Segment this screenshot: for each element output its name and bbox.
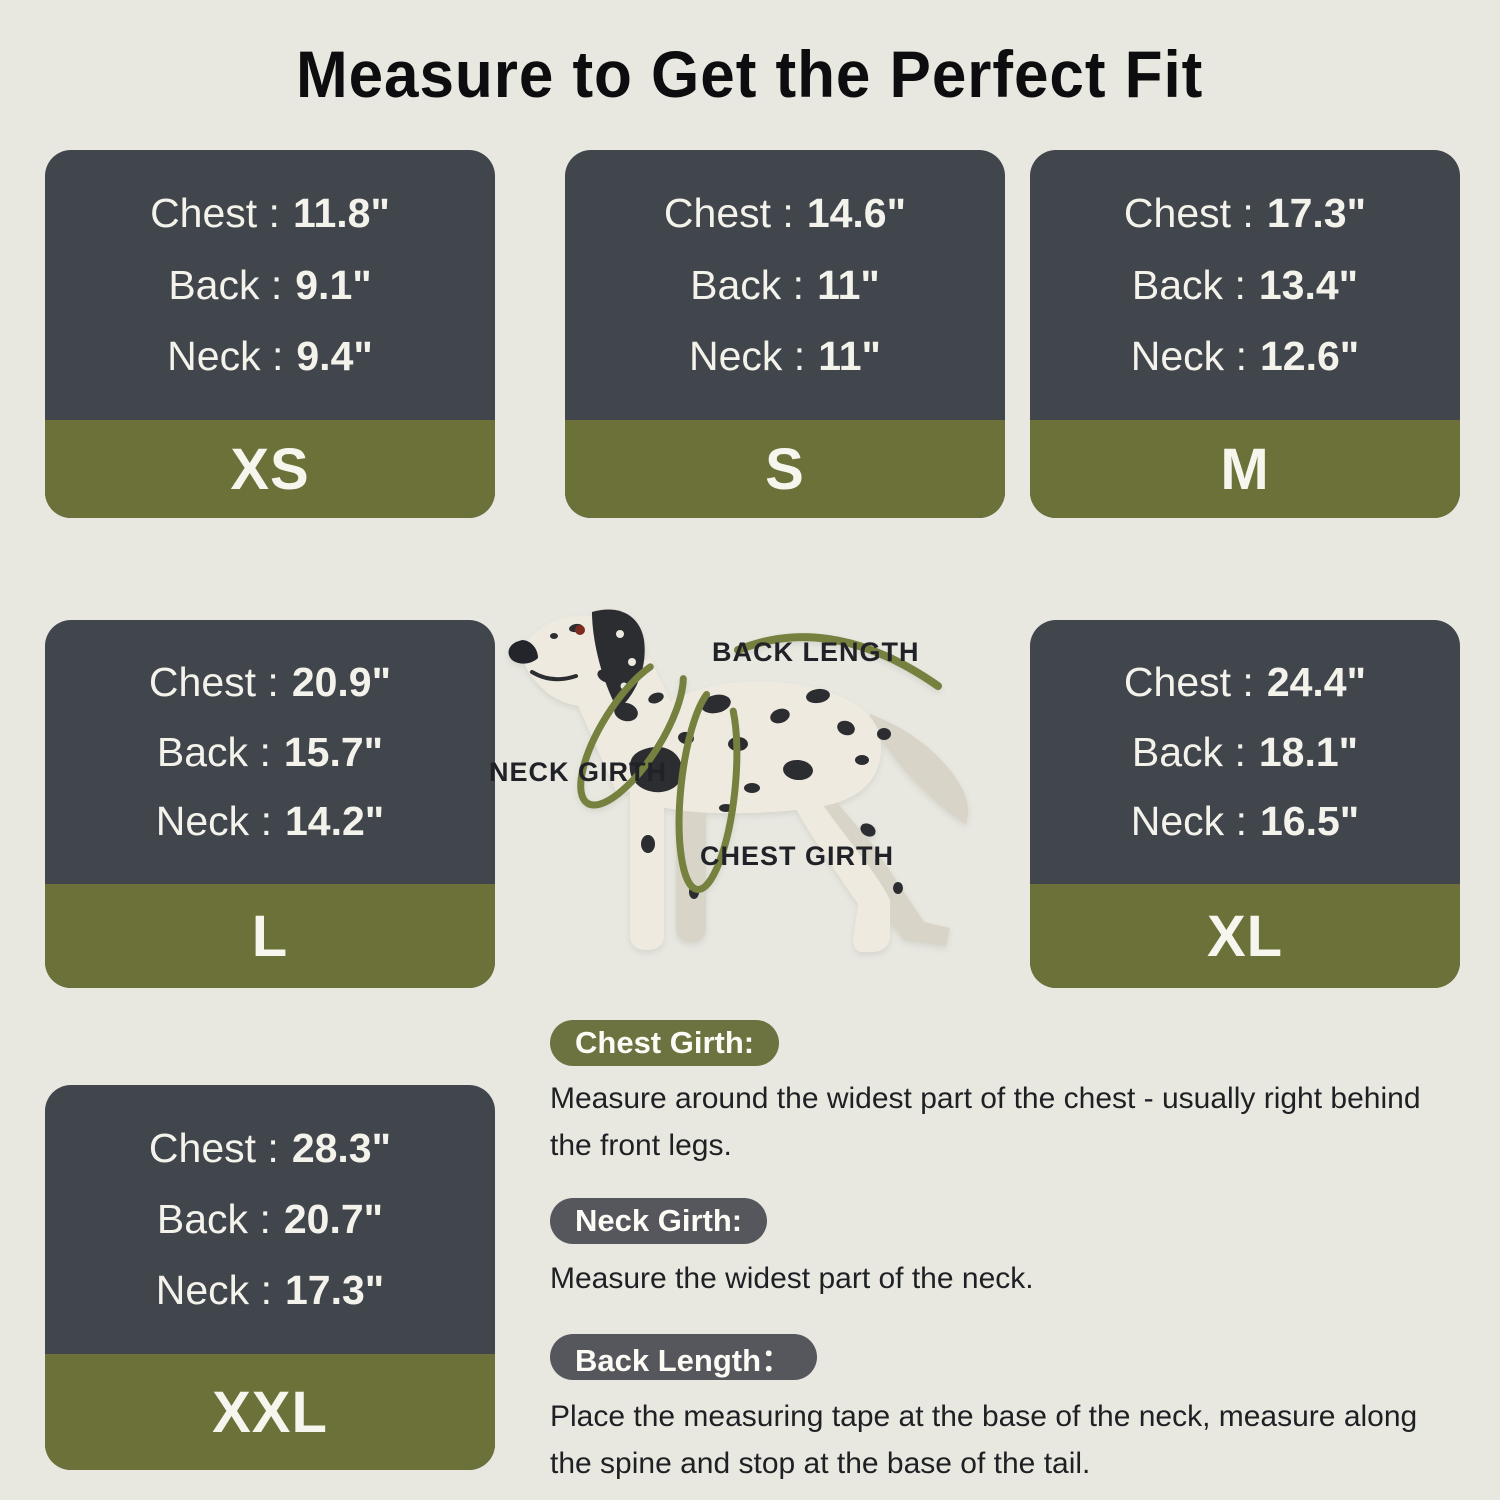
- measurement-row: Back : 15.7": [157, 729, 383, 776]
- measurement-label: Back :: [156, 1196, 271, 1242]
- measurement-label: Neck :: [155, 1267, 272, 1313]
- measurement-label: Back :: [1131, 728, 1246, 775]
- measurement-row: Back : 18.1": [1132, 729, 1358, 776]
- measurement-label: Chest :: [1123, 190, 1254, 237]
- measurement-value: 20.7": [283, 1196, 384, 1242]
- measurement-label: Back :: [690, 261, 805, 308]
- measurement-row: Chest : 11.8": [150, 190, 390, 237]
- measurement-row: Neck : 11": [689, 333, 881, 380]
- size-label-xs: XS: [45, 420, 495, 518]
- size-label-s: S: [565, 420, 1005, 518]
- measurement-row: Back : 20.7": [157, 1196, 383, 1243]
- size-card-m-measurements: Chest : 17.3" Back : 13.4" Neck : 12.6": [1030, 150, 1460, 420]
- measurement-value: 13.4": [1258, 261, 1359, 308]
- back-length-heading-pill: Back Length：: [550, 1334, 818, 1380]
- size-card-s: Chest : 14.6" Back : 11" Neck : 11" S: [565, 150, 1005, 518]
- dog-shaded-parts: [676, 714, 969, 946]
- measurement-label: Back :: [1131, 261, 1246, 308]
- size-label-l: L: [45, 884, 495, 988]
- size-label-xxl: XXL: [45, 1354, 495, 1470]
- back-length-diagram-label: BACK LENGTH: [712, 637, 920, 667]
- measurement-value: 18.1": [1258, 728, 1359, 775]
- size-card-xl-measurements: Chest : 24.4" Back : 18.1" Neck : 16.5": [1030, 620, 1460, 884]
- measurement-label: Neck :: [167, 332, 284, 379]
- size-card-s-measurements: Chest : 14.6" Back : 11" Neck : 11": [565, 150, 1005, 420]
- measurement-row: Back : 11": [690, 262, 880, 309]
- dog-mouth: [530, 670, 578, 682]
- measurement-label: Neck :: [689, 332, 806, 379]
- measurement-value: 15.7": [283, 728, 384, 775]
- neck-girth-line: [577, 655, 687, 809]
- measurement-value: 28.3": [291, 1125, 392, 1171]
- measurement-value: 16.5": [1259, 798, 1360, 845]
- size-label-m: M: [1030, 420, 1460, 518]
- size-label-xl: XL: [1030, 884, 1460, 988]
- measurement-value: 14.2": [284, 798, 385, 845]
- measurement-label: Chest :: [1123, 658, 1254, 705]
- size-card-xl: Chest : 24.4" Back : 18.1" Neck : 16.5" …: [1030, 620, 1460, 988]
- measurement-row: Chest : 17.3": [1124, 190, 1366, 237]
- neck-girth-description: Measure the widest part of the neck.: [550, 1262, 1034, 1295]
- measurement-label: Back :: [156, 728, 271, 775]
- measurement-label: Neck :: [1130, 798, 1247, 845]
- measurement-row: Neck : 9.4": [167, 333, 373, 380]
- page-title: Measure to Get the Perfect Fit: [296, 37, 1204, 111]
- measurement-label: Chest :: [150, 190, 280, 237]
- neck-girth-heading-pill: Neck Girth:: [550, 1198, 768, 1244]
- measurement-row: Neck : 14.2": [156, 798, 384, 845]
- measurement-label: Back :: [168, 261, 283, 308]
- chest-girth-heading-pill: Chest Girth:: [550, 1020, 780, 1066]
- chest-girth-description: Measure around the widest part of the ch…: [550, 1082, 1421, 1162]
- measurement-value: 11.8": [292, 190, 390, 237]
- measurement-value: 20.9": [291, 658, 392, 705]
- chest-girth-line: [675, 683, 741, 893]
- measurement-row: Chest : 28.3": [149, 1125, 391, 1172]
- measurement-label: Chest :: [148, 658, 279, 705]
- measurement-row: Back : 13.4": [1132, 262, 1358, 309]
- measurement-row: Chest : 24.4": [1124, 659, 1366, 706]
- measurement-row: Neck : 12.6": [1131, 333, 1359, 380]
- measurement-label: Neck :: [1130, 332, 1247, 379]
- measurement-row: Neck : 16.5": [1131, 798, 1359, 845]
- neck-girth-diagram-label: NECK GIRTH: [489, 757, 667, 787]
- measurement-value: 9.4": [296, 332, 373, 379]
- size-card-xs: Chest : 11.8" Back : 9.1" Neck : 9.4" XS: [45, 150, 495, 518]
- measurement-row: Neck : 17.3": [156, 1267, 384, 1314]
- size-card-xxl: Chest : 28.3" Back : 20.7" Neck : 17.3" …: [45, 1085, 495, 1470]
- measurement-row: Chest : 14.6": [664, 190, 906, 237]
- measurement-label: Chest :: [663, 190, 794, 237]
- measurement-value: 11": [818, 332, 881, 379]
- measurement-row: Chest : 20.9": [149, 659, 391, 706]
- dog-diagram-illustration: [508, 609, 969, 952]
- chest-girth-diagram-label: CHEST GIRTH: [700, 841, 895, 871]
- measurement-value: 11": [817, 261, 880, 308]
- measurement-row: Back : 9.1": [168, 262, 371, 309]
- measurement-label: Neck :: [155, 798, 272, 845]
- measurement-value: 12.6": [1259, 332, 1360, 379]
- back-length-description: Place the measuring tape at the base of …: [550, 1400, 1418, 1480]
- measurement-value: 17.3": [1266, 190, 1367, 237]
- size-card-xs-measurements: Chest : 11.8" Back : 9.1" Neck : 9.4": [45, 150, 495, 420]
- size-card-l-measurements: Chest : 20.9" Back : 15.7" Neck : 14.2": [45, 620, 495, 884]
- dog-nose: [508, 640, 538, 664]
- measurement-value: 24.4": [1266, 658, 1367, 705]
- measurement-value: 14.6": [806, 190, 907, 237]
- dog-eye: [575, 625, 585, 635]
- measurement-label: Chest :: [148, 1125, 279, 1171]
- size-card-xxl-measurements: Chest : 28.3" Back : 20.7" Neck : 17.3": [45, 1085, 495, 1354]
- measurement-value: 9.1": [295, 261, 372, 308]
- measuring-lines: [577, 633, 942, 893]
- measurement-value: 17.3": [284, 1267, 385, 1313]
- size-card-l: Chest : 20.9" Back : 15.7" Neck : 14.2" …: [45, 620, 495, 988]
- size-card-m: Chest : 17.3" Back : 13.4" Neck : 12.6" …: [1030, 150, 1460, 518]
- back-length-line: [734, 633, 942, 690]
